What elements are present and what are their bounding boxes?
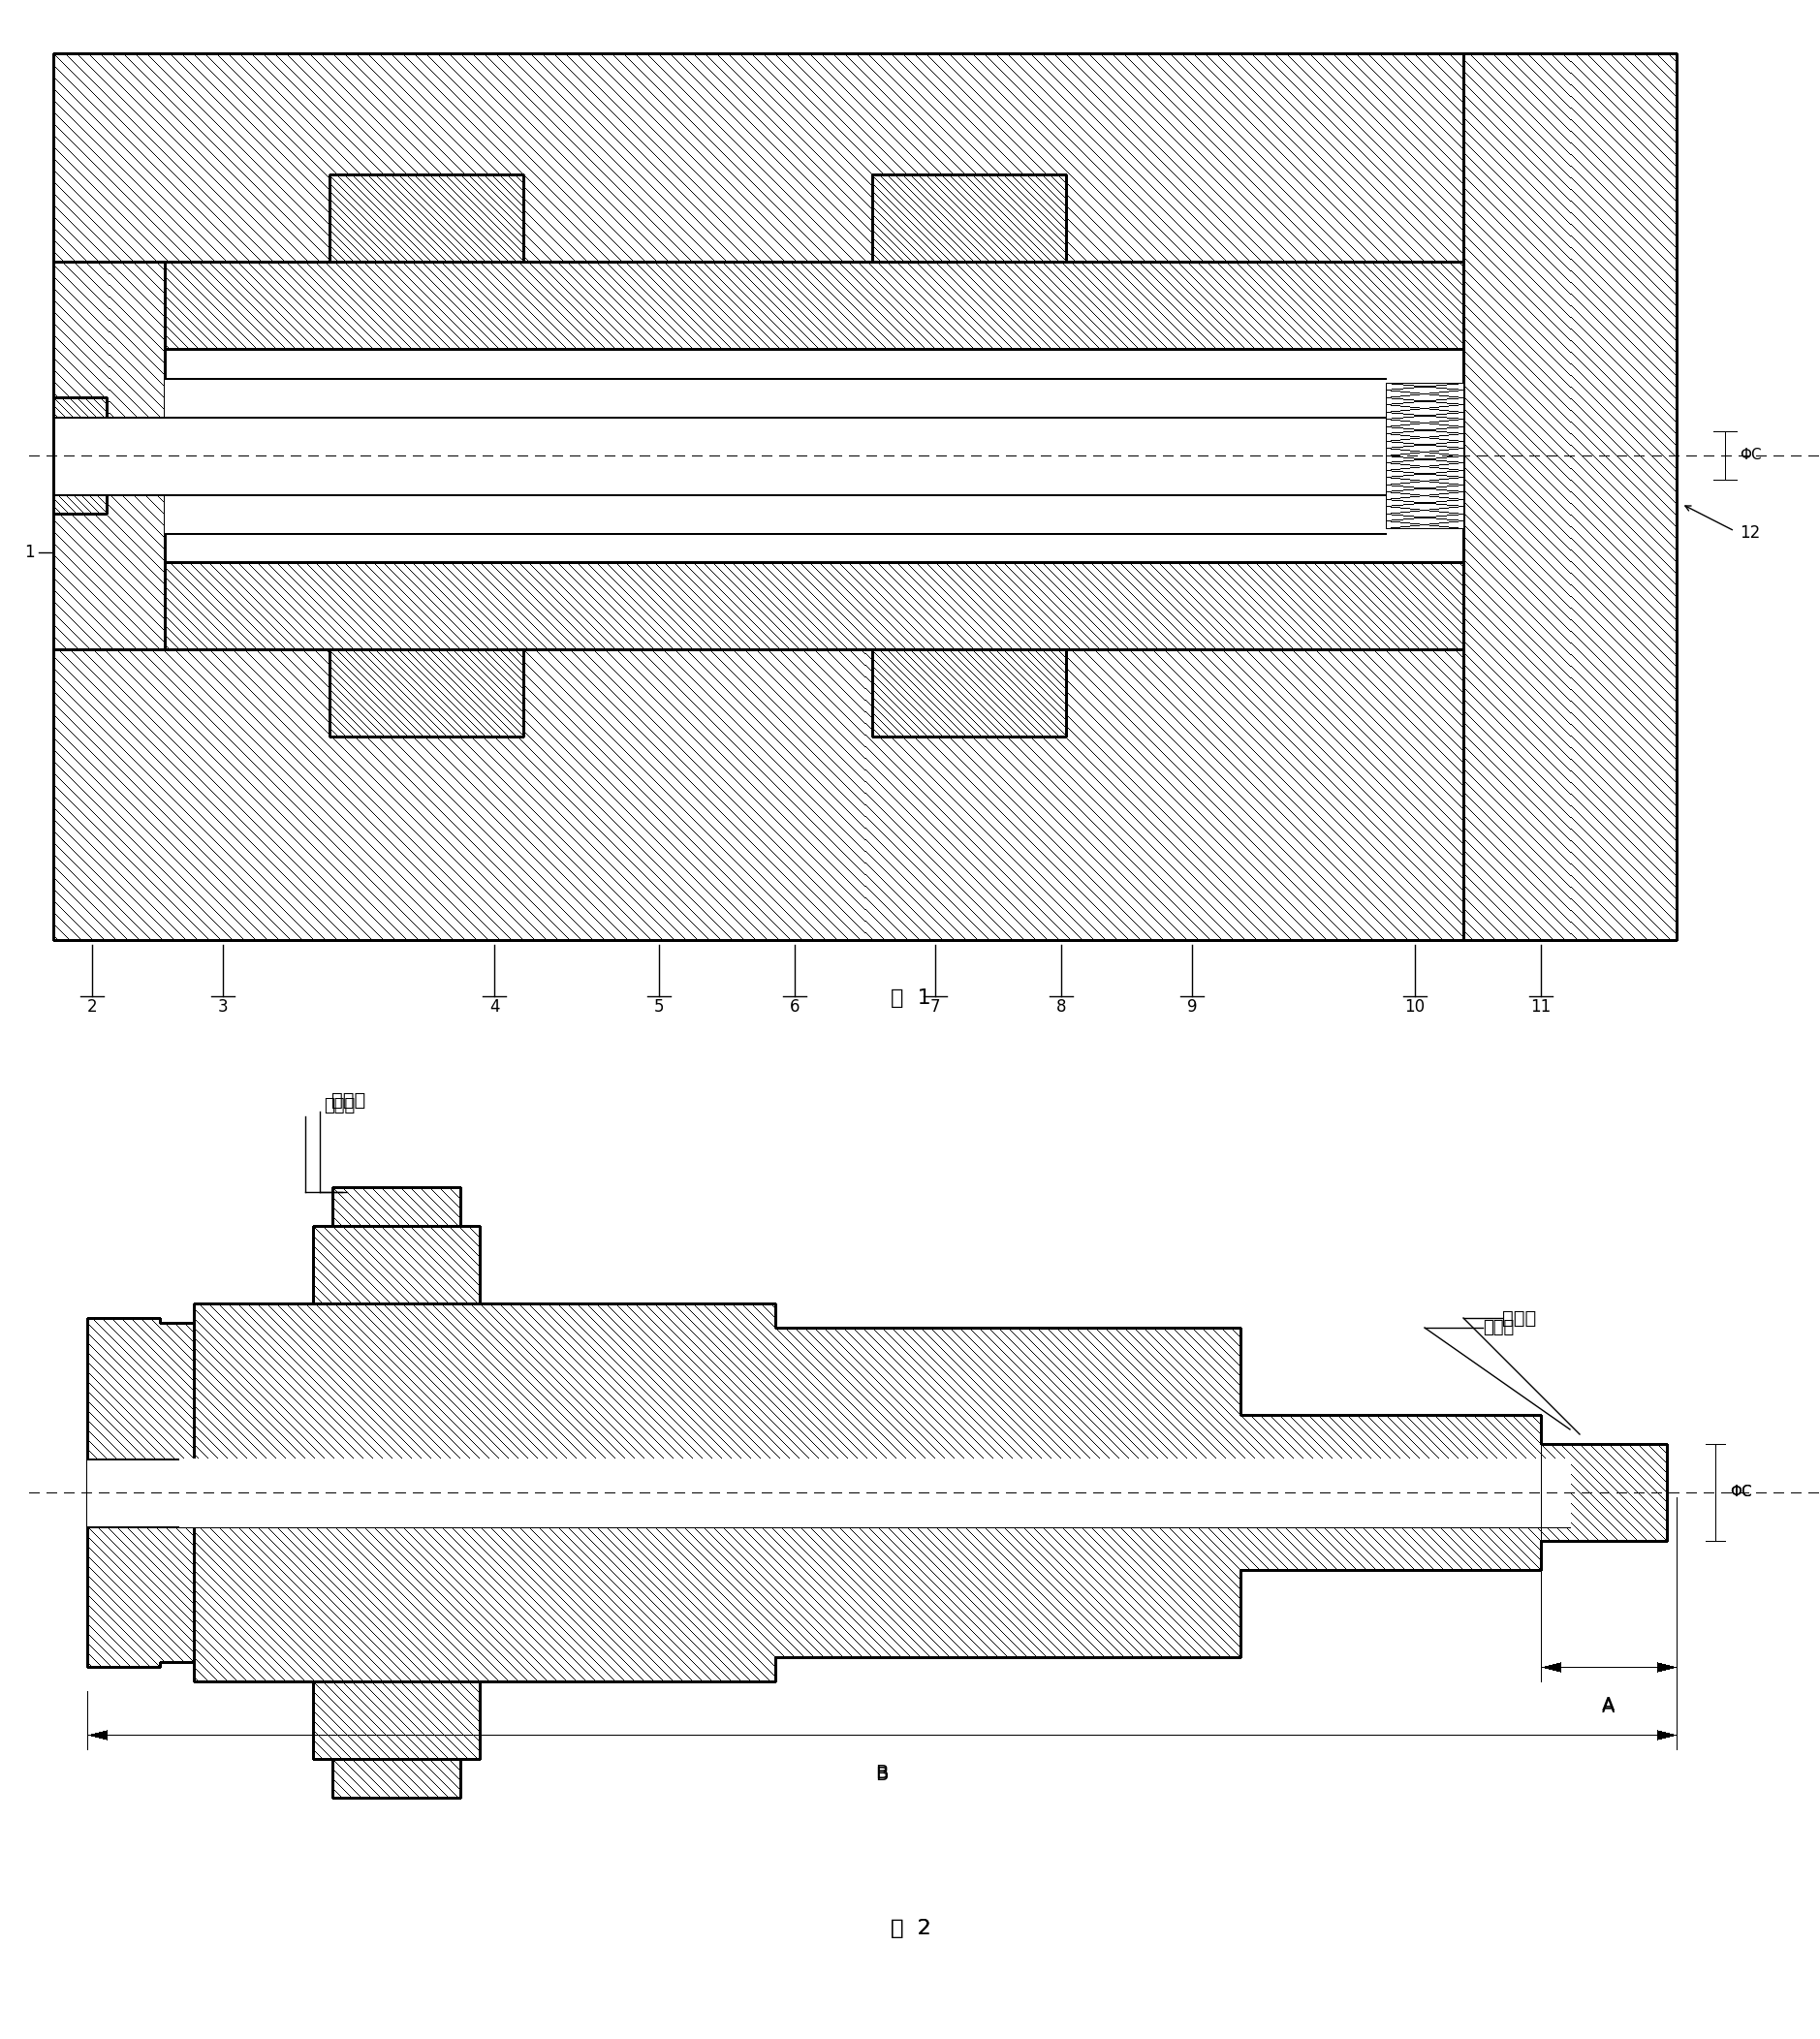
- Text: A: A: [1602, 1698, 1614, 1717]
- Text: 11: 11: [1531, 999, 1551, 1015]
- Text: 图  2: 图 2: [890, 1919, 932, 1939]
- Text: 定位面: 定位面: [324, 1097, 355, 1115]
- Text: 6: 6: [790, 999, 799, 1015]
- Text: 图  2: 图 2: [890, 1919, 932, 1939]
- Text: 成型面: 成型面: [1483, 1319, 1514, 1336]
- Text: 12: 12: [1740, 524, 1760, 542]
- Text: A: A: [1602, 1696, 1614, 1715]
- Text: 定位面: 定位面: [331, 1091, 366, 1109]
- Text: ΦC: ΦC: [1729, 1484, 1753, 1501]
- Text: 4: 4: [490, 999, 499, 1015]
- Text: 图  1: 图 1: [890, 989, 932, 1007]
- Text: 8: 8: [1056, 999, 1067, 1015]
- Text: 9: 9: [1187, 999, 1198, 1015]
- Text: ΦC: ΦC: [1740, 449, 1762, 463]
- Text: 7: 7: [930, 999, 941, 1015]
- Text: 2: 2: [87, 999, 96, 1015]
- Text: ΦC: ΦC: [1729, 1484, 1753, 1501]
- Text: B: B: [875, 1764, 888, 1782]
- Text: 10: 10: [1405, 999, 1425, 1015]
- Text: 5: 5: [653, 999, 664, 1015]
- Text: B: B: [875, 1766, 888, 1784]
- Text: 3: 3: [218, 999, 228, 1015]
- Text: 1: 1: [24, 544, 35, 561]
- Text: 成型面: 成型面: [1501, 1309, 1536, 1327]
